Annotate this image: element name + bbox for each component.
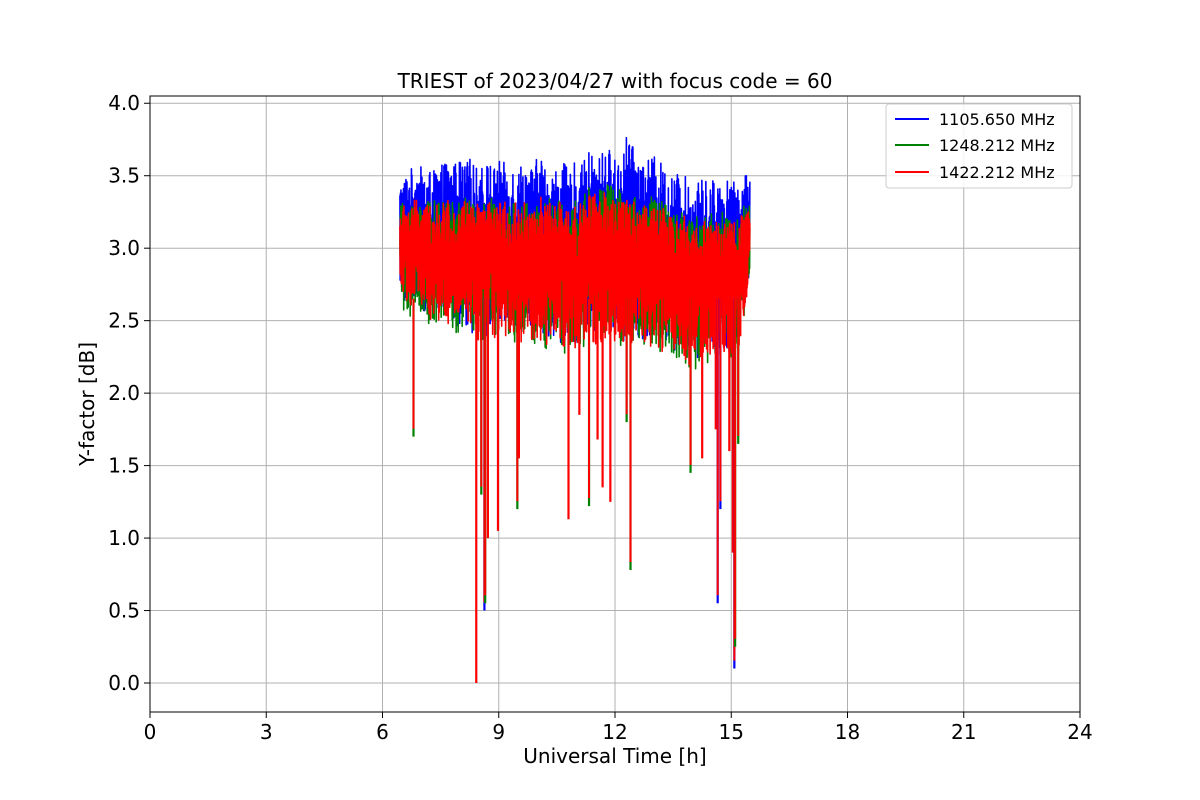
y-tick-label: 0.0 (108, 671, 140, 695)
x-axis-label: Universal Time [h] (523, 744, 706, 768)
series-layer (399, 136, 751, 684)
y-tick-label: 0.5 (108, 599, 140, 623)
legend-label-1422: 1422.212 MHz (939, 163, 1055, 182)
tick-layer: 0 3 6 9 12 15 18 21 24 0.0 0.5 1.0 1.5 2.0 2.5 3.0 3.5 4.… (108, 91, 1093, 744)
y-axis-label: Y-factor [dB] (75, 342, 99, 467)
legend-box (885, 103, 1073, 189)
y-tick-label: 2.5 (108, 309, 140, 333)
x-tick-label: 12 (602, 720, 627, 744)
y-tick-label: 1.0 (108, 526, 140, 550)
y-tick-label: 2.0 (108, 381, 140, 405)
x-tick-label: 3 (260, 720, 273, 744)
legend-label-1105: 1105.650 MHz (939, 110, 1055, 129)
y-tick-label: 3.5 (108, 164, 140, 188)
x-tick-label: 15 (719, 720, 744, 744)
y-tick-label: 3.0 (108, 236, 140, 260)
series-line-2 (399, 192, 751, 366)
chart-title: TRIEST of 2023/04/27 with focus code = 6… (397, 69, 833, 93)
y-tick-label: 4.0 (108, 91, 140, 115)
legend: 1105.650 MHz 1248.212 MHz 1422.212 MHz (885, 103, 1073, 189)
x-tick-label: 21 (951, 720, 976, 744)
x-tick-label: 24 (1067, 720, 1092, 744)
legend-label-1248: 1248.212 MHz (939, 136, 1055, 155)
x-tick-label: 18 (835, 720, 860, 744)
x-tick-label: 0 (144, 720, 157, 744)
y-tick-label: 1.5 (108, 454, 140, 478)
x-tick-label: 9 (492, 720, 505, 744)
x-tick-label: 6 (376, 720, 389, 744)
